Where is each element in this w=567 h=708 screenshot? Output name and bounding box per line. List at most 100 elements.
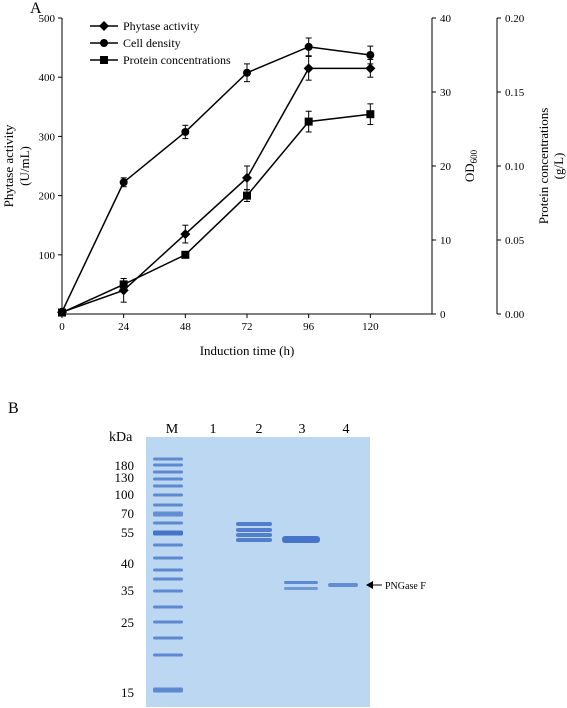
data-point-circle [304, 42, 313, 51]
marker-size-label: 35 [121, 583, 134, 598]
lane-label: M [166, 422, 179, 437]
y3-tick-label: 0.20 [505, 13, 525, 25]
ladder-band [153, 556, 183, 560]
lane-label: 4 [343, 422, 350, 437]
legend-label: Cell density [123, 36, 181, 50]
data-point-square [58, 308, 66, 317]
ladder-band [153, 470, 183, 474]
annotation-arrow-head [366, 581, 373, 589]
data-point-diamond [180, 229, 191, 240]
annotation-label: PNGase F [385, 581, 426, 592]
ladder-band [153, 503, 183, 507]
lane3-band [284, 587, 318, 590]
y2-tick-label: 40 [440, 13, 452, 25]
marker-size-label: 25 [121, 615, 134, 630]
ladder-band [153, 543, 183, 547]
ladder-band [153, 653, 183, 657]
ladder-band [153, 530, 183, 536]
ladder-band [153, 620, 183, 624]
lane3-band [284, 581, 318, 584]
lane2-band [236, 522, 272, 526]
y3-tick-label: 0.05 [505, 235, 525, 247]
y2-tick-label: 10 [440, 235, 452, 247]
y3-tick-label: 0.00 [505, 309, 525, 321]
legend-marker-square [100, 56, 108, 64]
y-tick-label: 300 [39, 131, 56, 143]
y2-tick-label: 20 [440, 161, 452, 173]
x-axis-label: Induction time (h) [200, 343, 295, 358]
y3-axis-label: Protein concentrations [536, 108, 551, 225]
lane3-main-band [282, 536, 320, 543]
panel-b-label: B [8, 400, 19, 417]
series-line-square [61, 113, 371, 314]
ladder-band [153, 636, 183, 640]
ladder-band [153, 477, 183, 481]
y2-tick-label: 30 [440, 87, 452, 99]
x-tick-label: 0 [59, 321, 65, 333]
y-tick-label: 200 [39, 191, 56, 203]
panel-a-label: A [30, 0, 42, 17]
y-axis-label: Phytase activity [1, 124, 16, 207]
gel-unit-label: kDa [109, 430, 133, 445]
ladder-band [153, 577, 183, 581]
ladder-band [153, 521, 183, 525]
ladder-band [153, 511, 183, 517]
y-tick-label: 100 [39, 250, 56, 262]
lane2-band [236, 528, 272, 532]
data-point-circle [243, 68, 251, 77]
legend-label: Protein concentrations [123, 53, 231, 67]
data-point-square [243, 191, 251, 200]
data-point-square [304, 117, 313, 126]
data-point-circle [181, 127, 190, 136]
data-point-square [181, 250, 190, 259]
legend-label: Phytase activity [123, 19, 199, 33]
x-tick-label: 48 [180, 321, 192, 333]
ladder-band [153, 605, 183, 609]
ladder-band [153, 568, 183, 572]
lane-label: 2 [256, 422, 263, 437]
y-axis-label-unit: (U/mL) [17, 146, 32, 186]
marker-size-label: 15 [121, 685, 134, 700]
x-tick-label: 120 [362, 321, 379, 333]
y-tick-label: 500 [39, 13, 56, 25]
x-tick-label: 24 [118, 321, 130, 333]
marker-size-label: 55 [121, 525, 134, 540]
y3-tick-label: 0.15 [505, 87, 525, 99]
series-line-circle [61, 46, 371, 313]
data-point-diamond [242, 172, 252, 183]
lane-label: 3 [299, 422, 306, 437]
data-point-diamond [303, 63, 314, 74]
ladder-band [153, 463, 183, 467]
ladder-band [153, 493, 183, 497]
ladder-band [153, 589, 183, 593]
y-tick-label: 400 [39, 72, 56, 84]
data-point-square [119, 280, 128, 289]
lane-label: 1 [210, 422, 217, 437]
marker-size-label: 70 [121, 506, 134, 521]
ladder-band [153, 457, 183, 461]
series-line-diamond [61, 67, 371, 313]
ladder-band [153, 484, 183, 488]
marker-size-label: 40 [121, 556, 134, 571]
lane4-band [328, 583, 358, 587]
data-point-circle [119, 178, 128, 187]
ladder-band [153, 687, 183, 693]
y2-axis-label: OD600 [462, 149, 479, 182]
marker-size-label: 100 [115, 487, 135, 502]
y2-tick-label: 0 [440, 309, 446, 321]
y3-tick-label: 0.10 [505, 161, 525, 173]
x-tick-label: 96 [303, 321, 315, 333]
legend-marker-diamond [99, 21, 109, 31]
marker-size-label: 180 [115, 458, 135, 473]
lane2-band [236, 533, 272, 537]
y3-axis-label-unit: (g/L) [551, 153, 566, 180]
lane2-band [236, 538, 272, 542]
legend-marker-circle [100, 39, 108, 47]
data-point-circle [366, 51, 375, 59]
chart-legend: Phytase activity Cell density Protein conc… [90, 19, 231, 67]
chart-series [57, 37, 376, 318]
